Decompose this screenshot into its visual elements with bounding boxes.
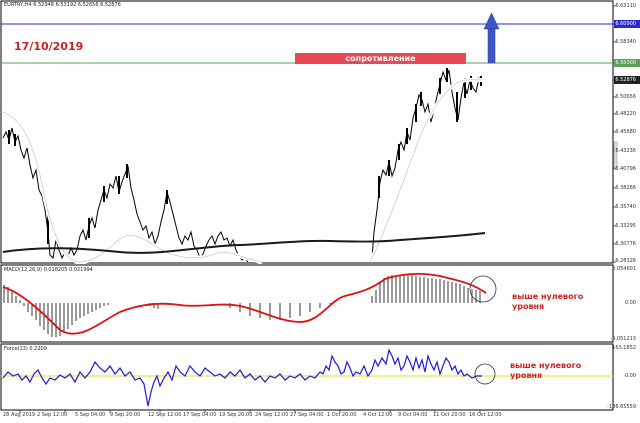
white-ma-outline [2, 79, 483, 263]
date-axis-label: 24 Sep 12:00 [255, 412, 289, 418]
price-scale-label: 6.38266 [615, 185, 636, 191]
price-scale-label: 6.60900 [615, 21, 636, 27]
black-moving-average [2, 232, 486, 254]
green-level-price-box [614, 59, 640, 67]
date-axis-label: 11 Oct 20:00 [433, 412, 466, 418]
date-annotation: 17/10/2019 [14, 40, 84, 53]
chart-title: EURTRY,H4 6.52948 6.53192 6.52656 6.5287… [4, 2, 121, 8]
resistance-zone[interactable] [295, 53, 466, 64]
macd-annotation-line1: выше нулевого [512, 292, 584, 301]
force-index-line [2, 348, 482, 407]
date-axis-label: 28 Aug 2019 [3, 412, 36, 418]
date-axis-label: 9 Sep 20:00 [110, 412, 141, 418]
chart-scroll-handle[interactable] [613, 141, 618, 169]
date-axis-label: 12 Sep 12:00 [148, 412, 182, 418]
force-annotation-line1: выше нулевого [510, 361, 582, 370]
macd-scale-label: 0.00 [624, 300, 636, 306]
macd-highlight-circle [469, 275, 497, 303]
date-axis-label: 19 Sep 20:00 [219, 412, 253, 418]
blue-level-price-box [614, 20, 640, 28]
force-scale-label: 163.1852 [612, 345, 636, 351]
macd-scale-label: 0.054601 [612, 266, 636, 272]
price-scale-label: 6.55000 [615, 60, 636, 66]
force-title: Force(13) 0.2209 [4, 346, 47, 352]
price-scale-label: 6.58340 [615, 39, 636, 45]
price-scale-label: 6.45680 [615, 129, 636, 135]
force-scale-label: -186.65559 [607, 404, 636, 410]
date-axis-label: 16 Oct 12:00 [469, 412, 502, 418]
resistance-label: сопротивление [345, 54, 416, 63]
main-price-panel[interactable] [0, 0, 614, 264]
macd-panel[interactable] [0, 264, 614, 343]
price-scale-label: 6.40796 [615, 166, 636, 172]
date-axis-label: 5 Sep 04:00 [75, 412, 106, 418]
price-scale-label: 6.43236 [615, 148, 636, 154]
up-arrow-icon [483, 12, 500, 64]
price-scale-label: 6.63110 [615, 3, 636, 9]
date-axis-label: 2 Sep 12:00 [37, 412, 68, 418]
price-scale-label: 6.52876 [615, 77, 636, 83]
force-scale-label: 0.00 [624, 373, 636, 379]
price-scale-label: 6.33295 [615, 223, 636, 229]
force-panel[interactable] [0, 343, 614, 411]
price-scale-label: 6.30776 [615, 241, 636, 247]
price-scale-label: 6.28326 [615, 258, 636, 264]
macd-title: MACD(12,26,9) 0.018205 0.021994 [4, 267, 93, 273]
current-price-box [614, 76, 640, 84]
macd-annotation-line2: уровня [512, 302, 545, 311]
date-axis-label: 27 Sep 04:00 [290, 412, 324, 418]
price-scale-label: 6.35740 [615, 204, 636, 210]
macd-signal-line [2, 272, 487, 335]
price-scale-label: 6.48220 [615, 111, 636, 117]
force-annotation-line2: уровня [510, 371, 543, 380]
date-axis-ticks [19, 410, 481, 413]
date-axis-label: 17 Sep 04:00 [183, 412, 217, 418]
force-highlight-circle [474, 363, 496, 385]
price-scale-label: 6.50656 [615, 94, 636, 100]
date-axis-label: 4 Oct 12:00 [363, 412, 393, 418]
date-axis-label: 9 Oct 04:00 [398, 412, 428, 418]
macd-scale-label: -0.051213 [610, 336, 636, 342]
date-axis-label: 1 Oct 20:00 [327, 412, 357, 418]
